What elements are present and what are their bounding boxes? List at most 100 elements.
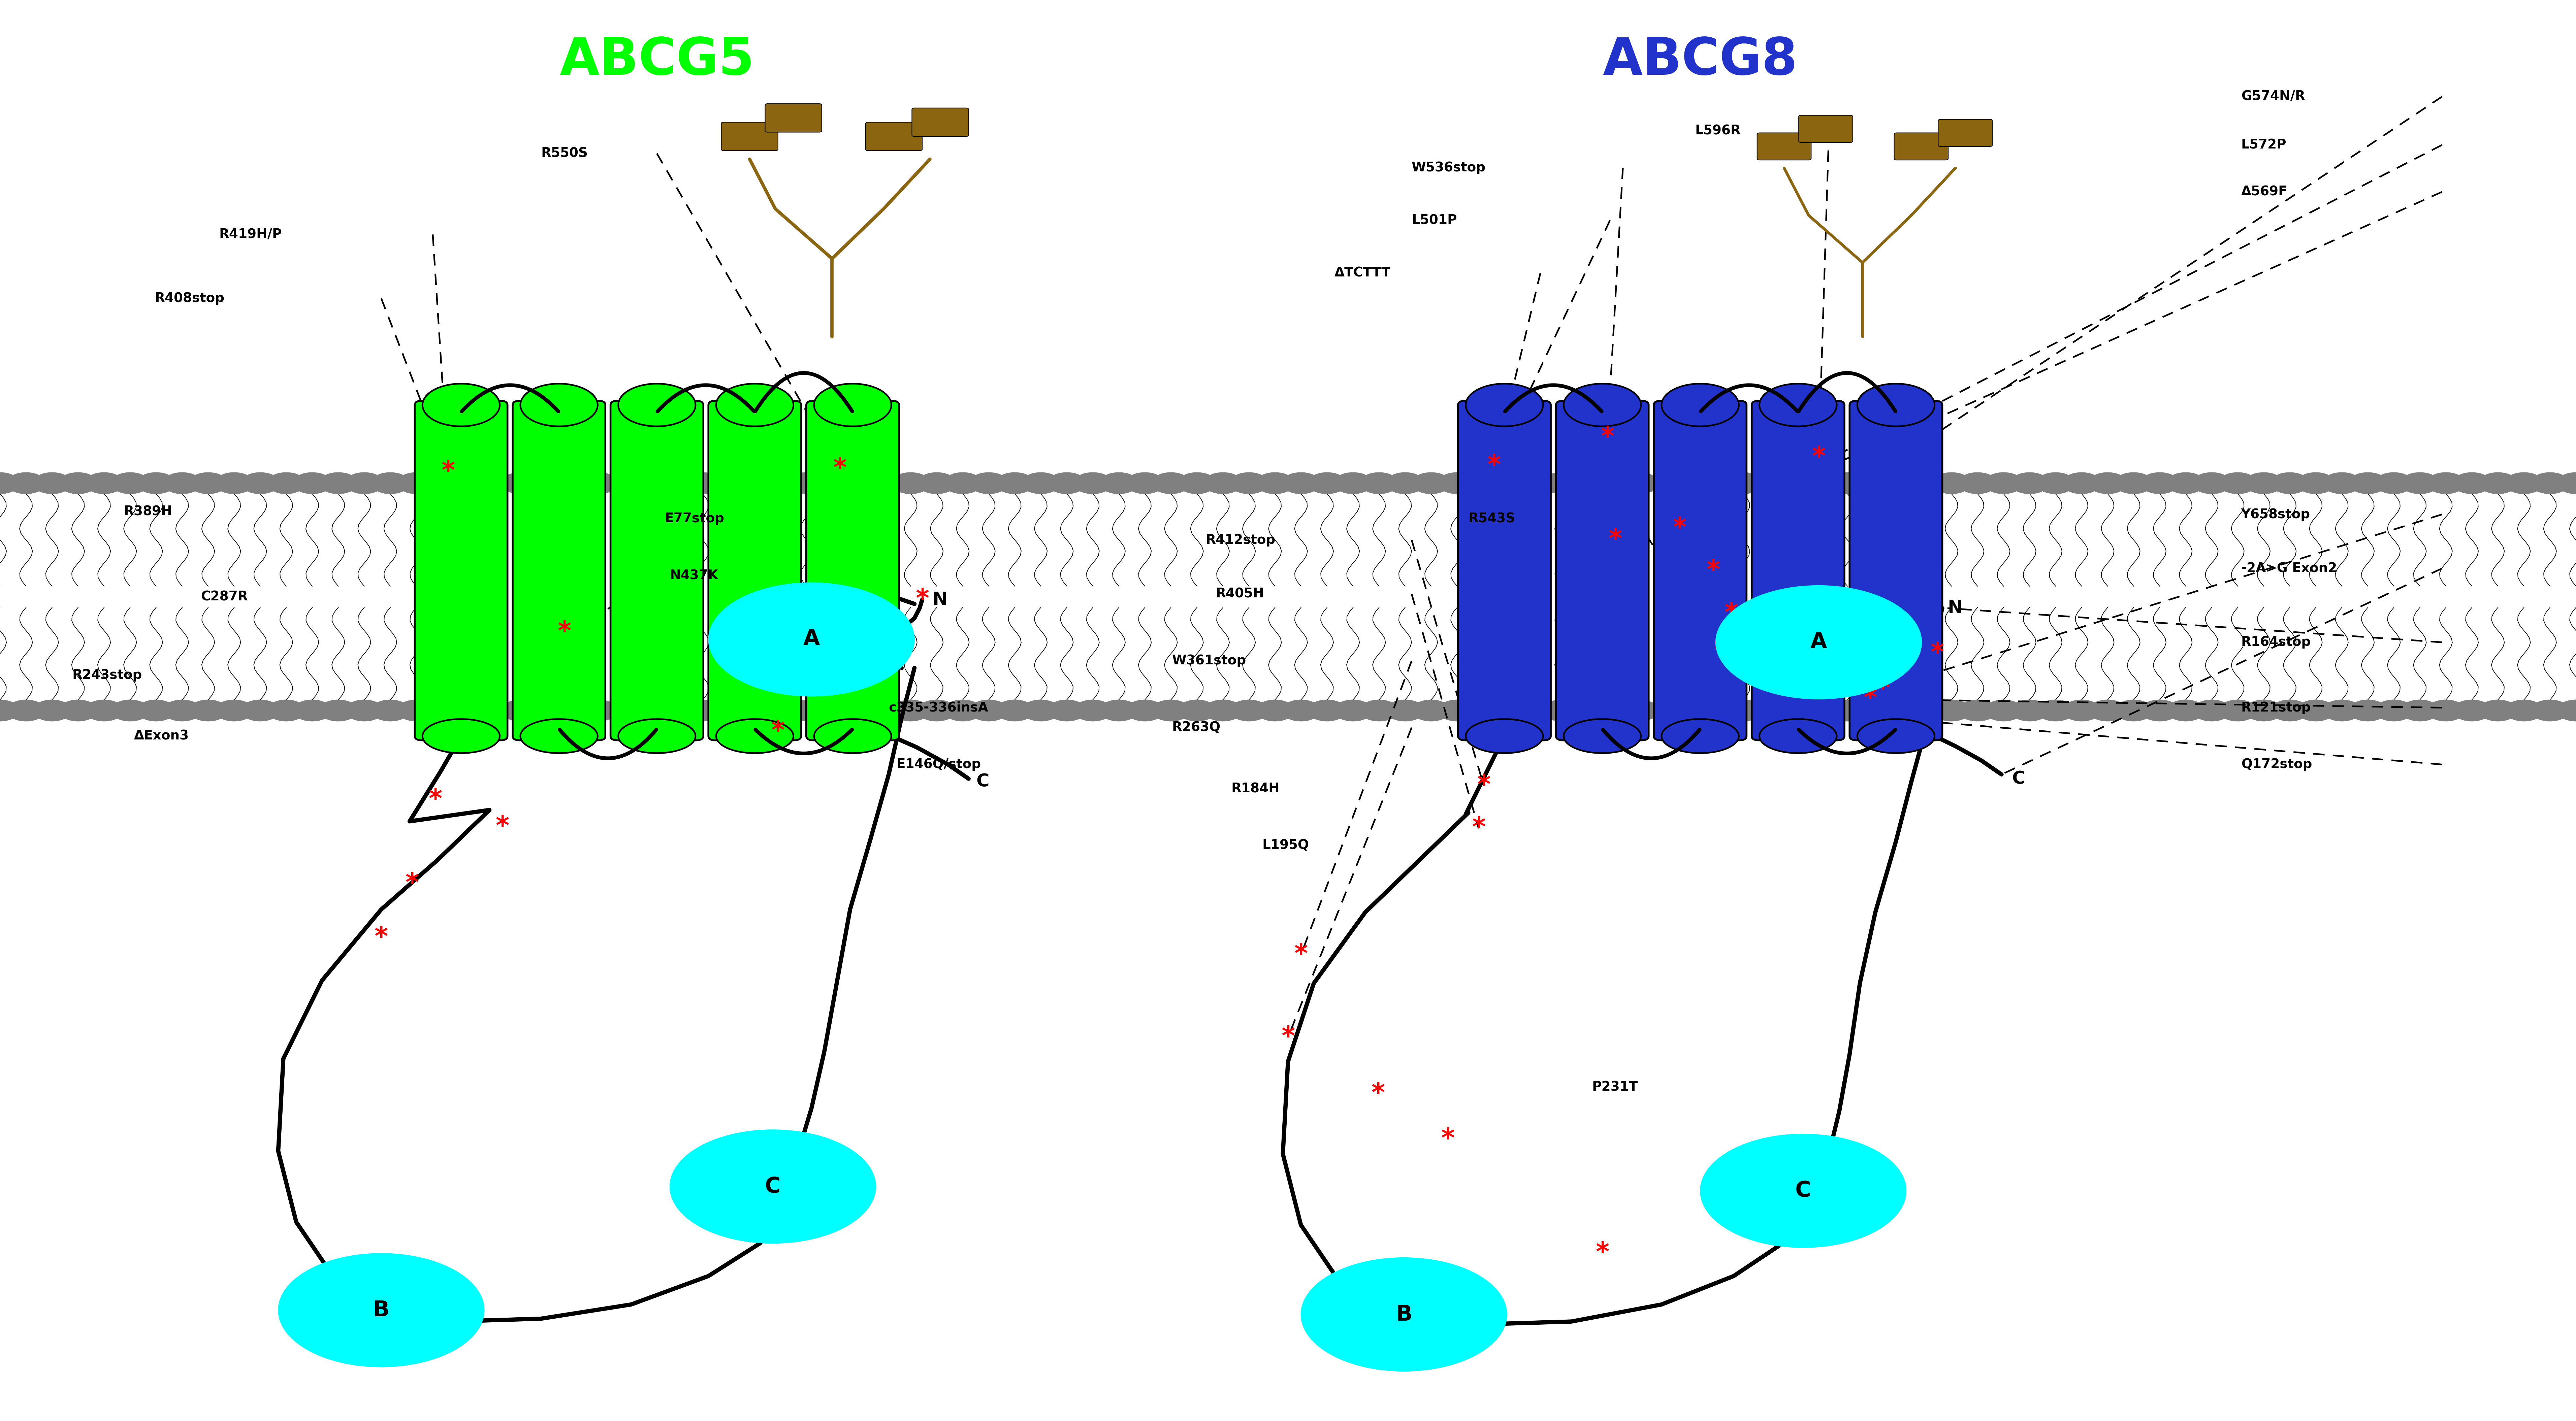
Circle shape	[8, 699, 46, 722]
Circle shape	[111, 472, 149, 493]
Circle shape	[319, 472, 358, 493]
Circle shape	[2063, 472, 2102, 493]
Circle shape	[2530, 699, 2568, 722]
Circle shape	[1151, 699, 1190, 722]
Circle shape	[1855, 472, 1893, 493]
Circle shape	[1932, 699, 1971, 722]
Circle shape	[866, 699, 904, 722]
Circle shape	[1283, 699, 1321, 722]
Circle shape	[2478, 472, 2517, 493]
Circle shape	[1723, 699, 1762, 722]
Circle shape	[1074, 472, 1113, 493]
Ellipse shape	[1466, 719, 1543, 753]
Circle shape	[2401, 472, 2439, 493]
Ellipse shape	[1759, 719, 1837, 753]
Text: R405H: R405H	[1216, 587, 1265, 601]
Text: N: N	[1947, 600, 1963, 617]
Circle shape	[1855, 699, 1893, 722]
Circle shape	[1515, 699, 1553, 722]
Circle shape	[1543, 699, 1582, 722]
Ellipse shape	[1662, 384, 1739, 426]
Ellipse shape	[1759, 384, 1837, 426]
Circle shape	[1177, 699, 1216, 722]
Circle shape	[2269, 699, 2308, 722]
Text: *: *	[1486, 453, 1502, 479]
Circle shape	[33, 699, 72, 722]
Circle shape	[0, 472, 21, 493]
Circle shape	[788, 472, 827, 493]
Text: R263Q: R263Q	[1172, 720, 1221, 735]
FancyBboxPatch shape	[1893, 132, 1947, 161]
Circle shape	[891, 699, 930, 722]
Text: C: C	[976, 773, 989, 790]
Circle shape	[474, 472, 513, 493]
Circle shape	[2192, 472, 2231, 493]
FancyBboxPatch shape	[1556, 401, 1649, 740]
Text: C287R: C287R	[201, 590, 247, 604]
Circle shape	[969, 699, 1007, 722]
Circle shape	[2192, 699, 2231, 722]
Circle shape	[2009, 699, 2048, 722]
Circle shape	[2218, 472, 2257, 493]
Circle shape	[2427, 699, 2465, 722]
Circle shape	[1309, 699, 1347, 722]
Circle shape	[734, 699, 773, 722]
Circle shape	[1048, 472, 1087, 493]
Circle shape	[762, 699, 801, 722]
Text: *: *	[374, 925, 389, 951]
FancyBboxPatch shape	[513, 401, 605, 740]
Circle shape	[422, 472, 461, 493]
Text: E77stop: E77stop	[665, 512, 724, 526]
Circle shape	[866, 472, 904, 493]
Circle shape	[554, 472, 592, 493]
Circle shape	[943, 699, 981, 722]
Circle shape	[85, 472, 124, 493]
Circle shape	[1177, 472, 1216, 493]
Text: W536stop: W536stop	[1412, 161, 1486, 175]
Circle shape	[59, 472, 98, 493]
Ellipse shape	[1466, 384, 1543, 426]
Circle shape	[1595, 472, 1633, 493]
Ellipse shape	[618, 719, 696, 753]
Circle shape	[2324, 472, 2362, 493]
Circle shape	[2555, 472, 2576, 493]
Circle shape	[1437, 472, 1476, 493]
Text: *: *	[1370, 1081, 1386, 1107]
Circle shape	[502, 472, 541, 493]
Circle shape	[1672, 472, 1710, 493]
Circle shape	[1489, 472, 1528, 493]
Circle shape	[2452, 699, 2491, 722]
Circle shape	[1932, 472, 1971, 493]
FancyBboxPatch shape	[1458, 401, 1551, 740]
Circle shape	[657, 472, 696, 493]
Circle shape	[1229, 699, 1267, 722]
Ellipse shape	[618, 384, 696, 426]
FancyBboxPatch shape	[1654, 401, 1747, 740]
Circle shape	[1672, 699, 1710, 722]
Circle shape	[670, 1130, 876, 1243]
Circle shape	[8, 472, 46, 493]
Circle shape	[1646, 699, 1685, 722]
Circle shape	[397, 472, 435, 493]
Circle shape	[2269, 472, 2308, 493]
Ellipse shape	[716, 719, 793, 753]
Circle shape	[2530, 472, 2568, 493]
Circle shape	[1360, 472, 1399, 493]
Circle shape	[2063, 699, 2102, 722]
Circle shape	[268, 472, 307, 493]
Circle shape	[1716, 585, 1922, 699]
Circle shape	[708, 699, 747, 722]
Text: L572P: L572P	[2241, 138, 2287, 152]
Circle shape	[1906, 699, 1945, 722]
Circle shape	[840, 699, 878, 722]
Text: -2A>G Exon2: -2A>G Exon2	[2241, 561, 2336, 576]
Circle shape	[1829, 472, 1868, 493]
Text: *: *	[1280, 1025, 1296, 1050]
FancyBboxPatch shape	[1937, 119, 1991, 146]
Circle shape	[969, 472, 1007, 493]
Circle shape	[994, 699, 1033, 722]
Circle shape	[2089, 472, 2128, 493]
Circle shape	[1620, 472, 1659, 493]
Circle shape	[162, 699, 201, 722]
Circle shape	[1412, 699, 1450, 722]
